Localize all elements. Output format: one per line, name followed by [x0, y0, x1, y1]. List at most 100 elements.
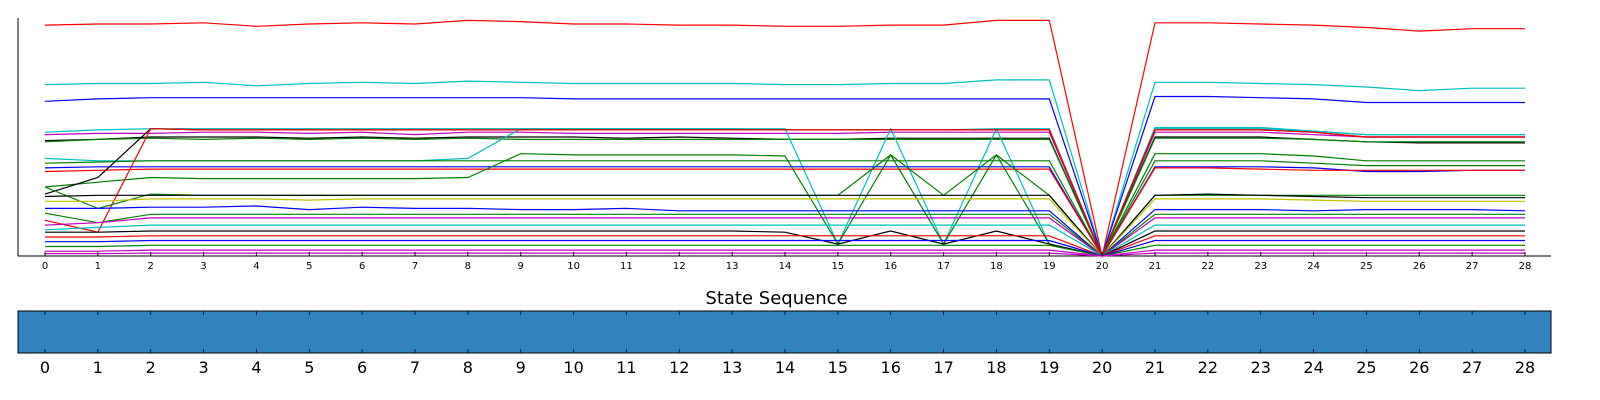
state-cell: [546, 311, 600, 353]
state-tick-label: 13: [722, 358, 742, 377]
x-tick-label: 28: [1519, 261, 1532, 272]
state-tick-label: 19: [1039, 358, 1059, 377]
x-tick-label: 0: [42, 261, 48, 272]
x-tick-label: 6: [359, 261, 365, 272]
x-tick-label: 13: [726, 261, 739, 272]
x-tick-label: 3: [200, 261, 206, 272]
state-cell: [1339, 311, 1393, 353]
state-cell: [969, 311, 1023, 353]
x-tick-label: 11: [620, 261, 633, 272]
x-tick-label: 5: [306, 261, 312, 272]
x-tick-label: 12: [673, 261, 686, 272]
state-cell: [1180, 311, 1235, 353]
state-tick-label: 10: [563, 358, 583, 377]
state-tick-label: 23: [1251, 358, 1271, 377]
x-tick-label: 17: [937, 261, 950, 272]
series-line-3: [44, 128, 1525, 258]
state-tick-label: 15: [828, 358, 848, 377]
state-tick-label: 3: [198, 358, 208, 377]
series-line-0: [44, 19, 1525, 257]
series-line-18: [44, 212, 1525, 257]
state-tick-marks: 0 1 2 3 4 5 6 7 8 9 10 11 12 13 14 15 16 17 18 19 20 21 22 23 24…: [40, 311, 1535, 377]
state-cell: [440, 311, 495, 353]
state-cell: [1022, 311, 1076, 353]
series-lines: [44, 19, 1526, 259]
state-cell: [1233, 311, 1288, 353]
state-tick-label: 4: [251, 358, 261, 377]
state-tick-label: 7: [410, 358, 420, 377]
x-tick-label: 15: [831, 261, 844, 272]
state-cell: [1128, 311, 1182, 353]
x-tick-label: 10: [567, 261, 580, 272]
state-tick-label: 14: [775, 358, 795, 377]
x-tick-label: 18: [990, 261, 1003, 272]
series-line-15: [44, 193, 1525, 257]
x-tick-label: 9: [518, 261, 524, 272]
series-line-25: [45, 249, 1525, 257]
series-line-16: [45, 198, 1525, 257]
x-tick-label: 4: [253, 261, 259, 272]
series-line-4: [44, 131, 1525, 258]
state-cell: [1392, 311, 1446, 353]
line-chart-panel: 0 1 2 3 4 5 6 7 8 9 10 11 12 13 14 15 16 17 18 19 20 21 22 23 24…: [17, 18, 1551, 272]
x-tick-label: 8: [465, 261, 471, 272]
state-tick-label: 27: [1462, 358, 1482, 377]
state-tick-label: 8: [463, 358, 473, 377]
state-cells: [18, 311, 1552, 353]
series-line-21: [45, 230, 1525, 257]
state-cell: [652, 311, 706, 353]
x-tick-label: 25: [1360, 261, 1373, 272]
state-cell: [916, 311, 971, 353]
x-tick-label: 7: [412, 261, 418, 272]
state-tick-label: 25: [1356, 358, 1376, 377]
state-tick-label: 21: [1145, 358, 1165, 377]
series-line-23: [45, 239, 1525, 257]
series-line-9: [44, 166, 1525, 258]
state-tick-label: 18: [986, 358, 1006, 377]
state-cell: [18, 311, 72, 353]
x-tick-label: 24: [1307, 261, 1320, 272]
series-line-2: [44, 95, 1525, 258]
state-cell: [176, 311, 230, 353]
state-cell: [758, 311, 812, 353]
state-tick-label: 28: [1515, 358, 1535, 377]
x-tick-label: 16: [884, 261, 897, 272]
series-line-10: [44, 167, 1525, 258]
series-line-12: [44, 128, 1525, 258]
x-tick-label: 26: [1413, 261, 1426, 272]
state-tick-label: 5: [304, 358, 314, 377]
series-line-7: [44, 126, 1525, 257]
state-tick-label: 17: [933, 358, 953, 377]
state-tick-label: 12: [669, 358, 689, 377]
state-cell: [1445, 311, 1499, 353]
x-tick-label: 27: [1466, 261, 1479, 272]
state-tick-label: 2: [146, 358, 156, 377]
state-cell: [1286, 311, 1341, 353]
x-tick-label: 19: [1043, 261, 1056, 272]
state-cell: [229, 311, 283, 353]
x-tick-label: 2: [148, 261, 154, 272]
series-line-20: [44, 224, 1525, 257]
state-cell: [705, 311, 759, 353]
x-tick-label: 21: [1149, 261, 1162, 272]
state-cell: [493, 311, 548, 353]
series-line-19: [44, 217, 1525, 257]
state-tick-label: 9: [516, 358, 526, 377]
x-tick-label: 20: [1096, 261, 1109, 272]
series-line-13: [44, 128, 1525, 258]
series-line-6: [44, 137, 1525, 258]
state-cell: [599, 311, 653, 353]
series-line-1: [44, 79, 1525, 259]
state-cell: [70, 311, 125, 353]
x-tick-label: 1: [95, 261, 101, 272]
state-tick-label: 26: [1409, 358, 1429, 377]
state-tick-label: 16: [881, 358, 901, 377]
state-tick-label: 11: [616, 358, 636, 377]
x-tick-label: 23: [1254, 261, 1267, 272]
state-cell: [810, 311, 865, 353]
state-cell: [1498, 311, 1552, 353]
state-sequence-title: State Sequence: [705, 288, 847, 309]
series-line-8: [44, 160, 1525, 258]
x-tick-label: 22: [1201, 261, 1214, 272]
